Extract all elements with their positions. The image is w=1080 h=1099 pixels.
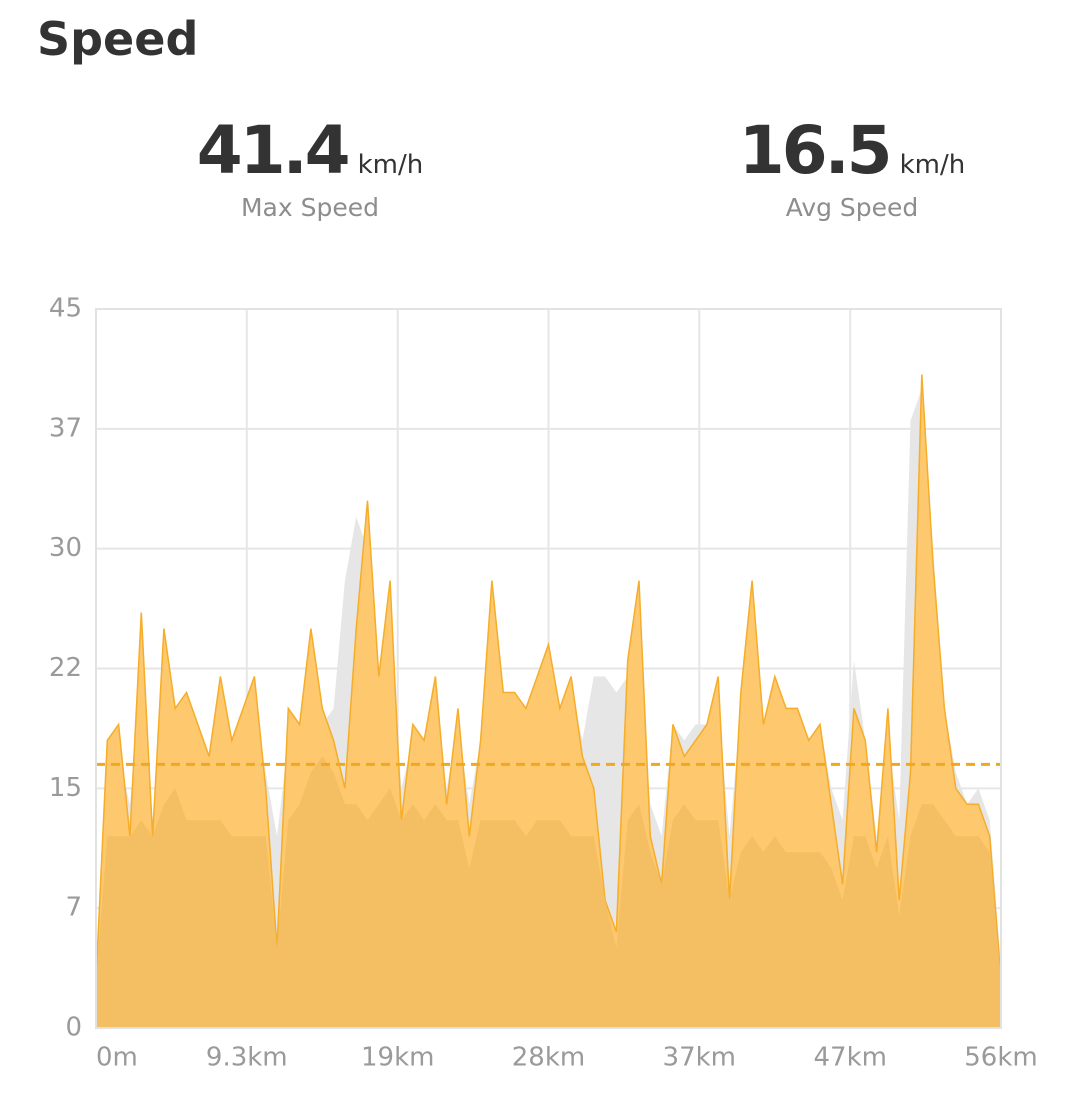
y-tick-label: 22: [49, 653, 82, 683]
y-tick-label: 0: [65, 1013, 82, 1043]
y-tick-label: 37: [49, 413, 82, 443]
x-tick-label: 19km: [361, 1043, 434, 1073]
x-tick-label: 47km: [813, 1043, 886, 1073]
x-tick-label: 56km: [964, 1043, 1037, 1073]
x-tick-label: 37km: [663, 1043, 736, 1073]
stat-label: Avg Speed: [785, 193, 919, 222]
speed-line: [95, 374, 1002, 981]
y-tick-label: 30: [49, 533, 82, 563]
stat-label: Max Speed: [240, 193, 379, 222]
stat-value: 16.5: [738, 112, 893, 189]
plot-border: [95, 308, 1002, 1029]
y-tick-label: 45: [49, 294, 82, 324]
stat-unit: km/h: [899, 150, 966, 180]
stat: 16.5 km/h Avg Speed: [652, 112, 1052, 222]
x-tick-label: 28km: [512, 1043, 585, 1073]
y-tick-label: 7: [65, 893, 82, 923]
title: Speed: [37, 12, 199, 66]
x-tick-label: 0m: [96, 1043, 138, 1073]
stat: 41.4 km/h Max Speed: [110, 112, 510, 222]
x-tick-label: 9.3km: [206, 1043, 288, 1073]
stat-value: 41.4: [196, 112, 351, 189]
stat-unit: km/h: [357, 150, 424, 180]
y-tick-label: 15: [49, 773, 82, 803]
area: [96, 756, 1001, 1028]
